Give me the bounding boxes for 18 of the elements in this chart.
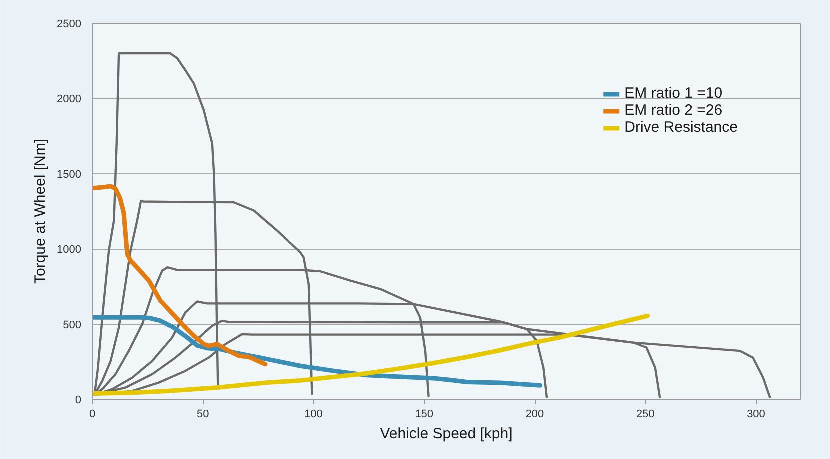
x-tick-label: 200 bbox=[526, 408, 544, 420]
x-tick-label: 150 bbox=[415, 408, 434, 420]
y-tick-label: 500 bbox=[63, 319, 82, 332]
legend-label: EM ratio 2 =26 bbox=[624, 102, 723, 119]
x-tick-label: 100 bbox=[304, 408, 323, 420]
y-tick-label: 0 bbox=[75, 394, 82, 406]
x-axis-title: Vehicle Speed [kph] bbox=[380, 426, 513, 442]
y-tick-label: 2000 bbox=[57, 94, 82, 106]
x-tick-label: 300 bbox=[747, 408, 766, 420]
x-tick-label: 250 bbox=[636, 408, 655, 420]
y-tick-label: 1500 bbox=[57, 168, 82, 181]
y-tick-label: 2500 bbox=[57, 18, 82, 30]
y-axis-title: Torque at Wheel [Nm] bbox=[32, 138, 50, 284]
x-tick-label: 50 bbox=[197, 408, 210, 420]
x-tick-label: 0 bbox=[89, 408, 96, 420]
legend-label: Drive Resistance bbox=[624, 119, 738, 136]
y-tick-label: 1000 bbox=[57, 244, 82, 256]
legend-label: EM ratio 1 =10 bbox=[624, 85, 723, 102]
